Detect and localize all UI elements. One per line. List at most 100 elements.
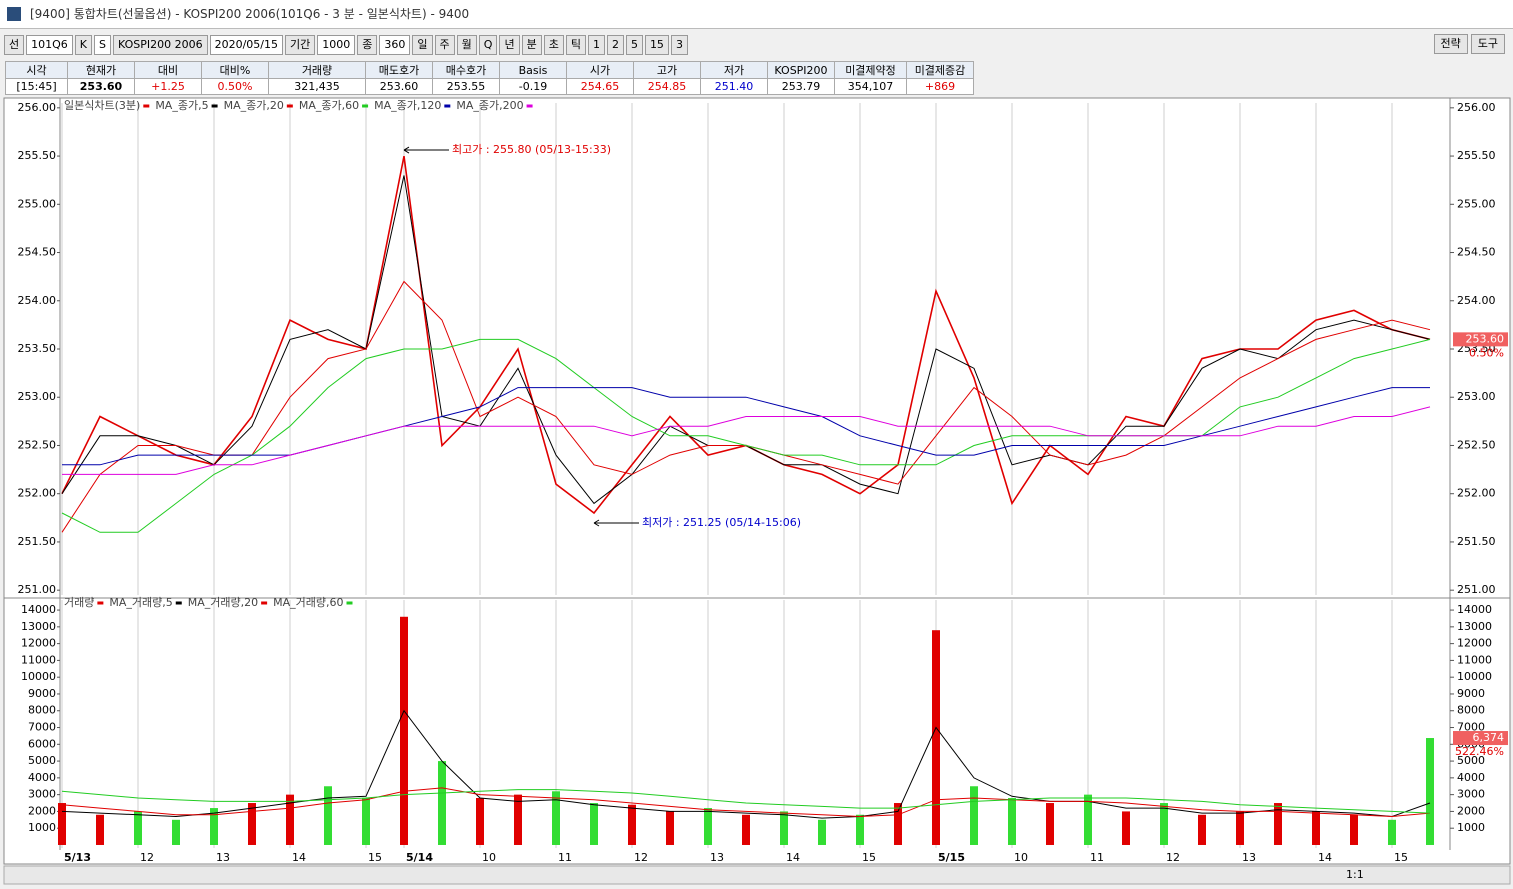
- y-tick-label: 254.50: [1457, 246, 1496, 259]
- y-tick-label: 252.50: [18, 438, 57, 451]
- toolbar-item[interactable]: 2020/05/15: [209, 35, 284, 55]
- toolbar-right: 전략 도구: [1433, 34, 1505, 54]
- y-tick-label: 7000: [28, 721, 56, 734]
- x-tick-label: 11: [1090, 851, 1104, 864]
- y-tick-label: 252.00: [18, 487, 57, 500]
- period-button[interactable]: 15: [644, 35, 669, 55]
- toolbar-item[interactable]: S: [94, 35, 111, 55]
- x-tick-label: 13: [710, 851, 724, 864]
- y-tick-label: 12000: [21, 637, 56, 650]
- y-tick-label: 5000: [28, 754, 56, 767]
- quote-header: Basis: [499, 61, 567, 79]
- legend-entry: MA_종가,60: [299, 99, 359, 112]
- toolbar-item[interactable]: 360: [379, 35, 411, 55]
- y-tick-label: 12000: [1457, 637, 1492, 650]
- period-button[interactable]: 초: [543, 35, 564, 55]
- toolbar-item[interactable]: KOSPI200 2006: [112, 35, 208, 55]
- y-tick-label: 10000: [21, 670, 56, 683]
- toolbar-item[interactable]: 기간: [285, 35, 316, 55]
- y-tick-label: 254.00: [1457, 294, 1496, 307]
- period-button[interactable]: 1: [587, 35, 605, 55]
- bar: [286, 794, 294, 845]
- bar: [1312, 811, 1320, 845]
- x-tick-label: 12: [140, 851, 154, 864]
- quote-value: 321,435: [268, 78, 366, 95]
- annotation-arrow: [593, 519, 639, 527]
- y-tick-label: 2000: [1457, 804, 1485, 817]
- window-title: [9400] 통합차트(선물옵션) - KOSPI200 2006(101Q6 …: [30, 7, 470, 21]
- title-bar: [9400] 통합차트(선물옵션) - KOSPI200 2006(101Q6 …: [0, 0, 1513, 29]
- change-label: 522.46%: [1455, 745, 1504, 758]
- x-tick-label: 10: [1014, 851, 1028, 864]
- period-button[interactable]: 분: [521, 35, 542, 55]
- y-tick-label: 253.00: [1457, 390, 1496, 403]
- toolbar-item[interactable]: 종: [357, 35, 378, 55]
- bar: [438, 761, 446, 845]
- last-value-box: [1453, 332, 1508, 347]
- y-tick-label: 2000: [28, 804, 56, 817]
- tool-button[interactable]: 도구: [1470, 34, 1505, 54]
- period-button[interactable]: Q: [478, 35, 498, 55]
- y-tick-label: 252.50: [1457, 438, 1496, 451]
- y-tick-label: 255.50: [18, 149, 57, 162]
- quote-header: 현재가: [67, 61, 135, 79]
- bar: [1198, 814, 1206, 845]
- quote-header: 미결제약정: [834, 61, 907, 79]
- series-line: [61, 787, 1431, 818]
- period-button[interactable]: 일: [412, 35, 433, 55]
- period-button[interactable]: 2: [606, 35, 624, 55]
- series-line: [61, 709, 1431, 819]
- y-tick-label: 8000: [1457, 704, 1485, 717]
- y-tick-label: 3000: [28, 788, 56, 801]
- y-tick-label: 14000: [21, 603, 56, 616]
- bar: [704, 808, 712, 845]
- y-tick-label: 7000: [1457, 721, 1485, 734]
- bar: [1046, 803, 1054, 845]
- bar: [1084, 794, 1092, 845]
- chart-frame: [3, 97, 1511, 865]
- tool-button[interactable]: 전략: [1433, 34, 1468, 54]
- y-tick-label: 253.50: [18, 342, 57, 355]
- bar: [1160, 803, 1168, 845]
- bar: [362, 797, 370, 845]
- quote-header: 매수호가: [432, 61, 500, 79]
- bar: [514, 794, 522, 845]
- toolbar-item[interactable]: 1000: [317, 35, 356, 55]
- toolbar-item[interactable]: K: [74, 35, 92, 55]
- quote-header: 대비%: [201, 61, 269, 79]
- y-tick-label: 256.00: [18, 101, 57, 114]
- period-button[interactable]: 월: [456, 35, 477, 55]
- x-tick-label: 5/14: [406, 851, 433, 864]
- period-button[interactable]: 년: [499, 35, 520, 55]
- bar: [134, 811, 142, 845]
- legend-entry: MA_종가,200: [456, 99, 523, 112]
- quote-header: 대비: [134, 61, 202, 79]
- period-button[interactable]: 5: [625, 35, 643, 55]
- scrollbar[interactable]: [3, 865, 1511, 885]
- x-tick-label: 14: [786, 851, 800, 864]
- y-tick-label: 3000: [1457, 788, 1485, 801]
- bar: [58, 803, 66, 845]
- y-tick-label: 254.00: [18, 294, 57, 307]
- y-tick-label: 251.00: [1457, 583, 1496, 596]
- y-tick-label: 254.50: [18, 246, 57, 259]
- quote-header: 매도호가: [365, 61, 433, 79]
- bar: [856, 814, 864, 845]
- toolbar-item[interactable]: 선: [4, 35, 25, 55]
- y-tick-label: 4000: [1457, 771, 1485, 784]
- quote-header: KOSPI200: [767, 61, 835, 79]
- x-tick-label: 15: [368, 851, 382, 864]
- bar: [894, 803, 902, 845]
- y-tick-label: 13000: [21, 620, 56, 633]
- last-value-label: 6,374: [1473, 731, 1505, 744]
- toolbar-item[interactable]: 101Q6: [26, 35, 73, 55]
- period-button[interactable]: 주: [434, 35, 455, 55]
- period-button[interactable]: 3: [670, 35, 688, 55]
- bar: [1274, 803, 1282, 845]
- quote-value: 254.85: [633, 78, 701, 95]
- period-button[interactable]: 틱: [565, 35, 586, 55]
- y-tick-label: 252.00: [1457, 487, 1496, 500]
- series-line: [62, 406, 1431, 475]
- y-tick-label: 251.50: [1457, 535, 1496, 548]
